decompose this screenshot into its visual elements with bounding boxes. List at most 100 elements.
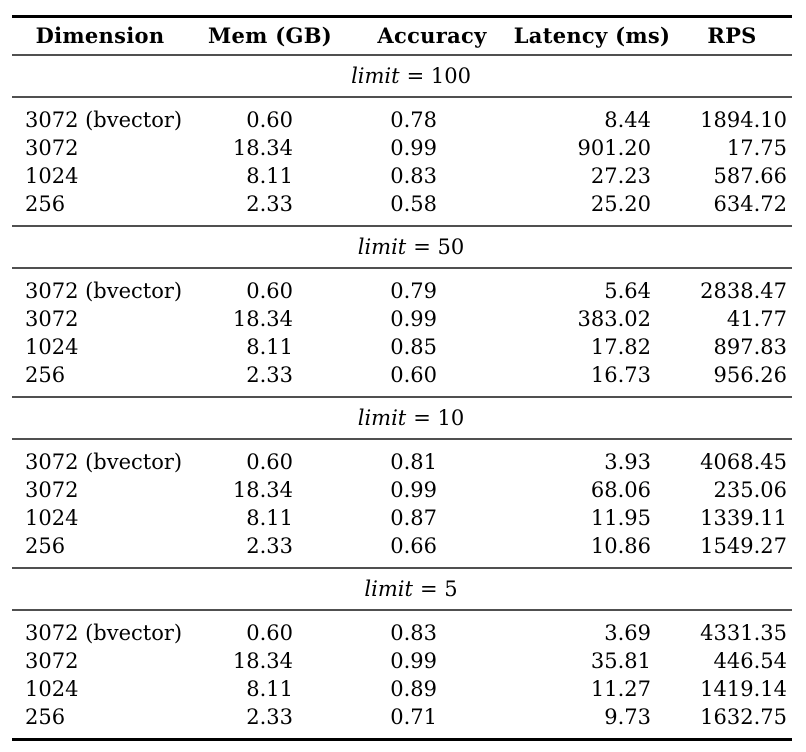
cell-latency-ms: 16.73 bbox=[590, 363, 651, 387]
cell-latency-ms: 27.23 bbox=[590, 164, 651, 188]
table-row: 3072 (bvector) 0.60 0.78 8.44 1894.10 bbox=[12, 106, 792, 134]
cell-accuracy: 0.89 bbox=[390, 677, 437, 701]
column-header-dimension: Dimension bbox=[35, 23, 165, 48]
cell-accuracy: 0.81 bbox=[390, 450, 437, 474]
cell-mem-gb: 0.60 bbox=[246, 108, 293, 132]
cell-rps: 1549.27 bbox=[700, 534, 787, 558]
cell-rps: 956.26 bbox=[713, 363, 787, 387]
cell-latency-ms: 9.73 bbox=[604, 705, 651, 729]
cell-dimension: 3072 (bvector) bbox=[25, 450, 183, 474]
table-row: 3072 18.34 0.99 68.06 235.06 bbox=[12, 476, 792, 504]
cell-accuracy: 0.85 bbox=[390, 335, 437, 359]
cell-latency-ms: 10.86 bbox=[590, 534, 651, 558]
cell-dimension: 3072 bbox=[25, 478, 79, 502]
cell-rps: 4068.45 bbox=[700, 450, 787, 474]
cell-accuracy: 0.99 bbox=[390, 136, 437, 160]
section-rows: 3072 (bvector) 0.60 0.79 5.64 2838.47 3072 18.… bbox=[12, 269, 792, 396]
section-label-rule bbox=[12, 438, 792, 440]
cell-rps: 1632.75 bbox=[700, 705, 787, 729]
cell-rps: 235.06 bbox=[713, 478, 787, 502]
table-row: 256 2.33 0.60 16.73 956.26 bbox=[12, 361, 792, 389]
section-label: limit = 5 bbox=[12, 569, 792, 609]
cell-mem-gb: 8.11 bbox=[246, 335, 293, 359]
header-rule bbox=[12, 54, 792, 56]
section-label-value: = 100 bbox=[406, 64, 471, 88]
section-label-var: limit bbox=[364, 577, 413, 601]
cell-accuracy: 0.71 bbox=[390, 705, 437, 729]
bottom-rule bbox=[12, 738, 792, 741]
cell-latency-ms: 11.95 bbox=[590, 506, 651, 530]
section-rows: 3072 (bvector) 0.60 0.83 3.69 4331.35 3072 18.… bbox=[12, 611, 792, 738]
cell-mem-gb: 18.34 bbox=[232, 307, 293, 331]
cell-dimension: 256 bbox=[25, 363, 66, 387]
table-row: 1024 8.11 0.85 17.82 897.83 bbox=[12, 333, 792, 361]
cell-accuracy: 0.83 bbox=[390, 621, 437, 645]
section-label-value: = 10 bbox=[413, 406, 465, 430]
column-header-accuracy: Accuracy bbox=[377, 23, 487, 48]
section-label-var: limit bbox=[357, 235, 407, 259]
cell-accuracy: 0.60 bbox=[390, 363, 437, 387]
cell-accuracy: 0.79 bbox=[390, 279, 437, 303]
cell-dimension: 3072 (bvector) bbox=[25, 621, 183, 645]
cell-mem-gb: 18.34 bbox=[232, 136, 293, 160]
cell-mem-gb: 8.11 bbox=[246, 506, 293, 530]
cell-dimension: 3072 bbox=[25, 307, 79, 331]
cell-mem-gb: 0.60 bbox=[246, 450, 293, 474]
cell-dimension: 256 bbox=[25, 534, 66, 558]
section-label: limit = 10 bbox=[12, 398, 792, 438]
cell-mem-gb: 0.60 bbox=[246, 621, 293, 645]
cell-accuracy: 0.99 bbox=[390, 649, 437, 673]
cell-dimension: 3072 bbox=[25, 649, 79, 673]
section-label: limit = 100 bbox=[12, 56, 792, 96]
section-label-var: limit bbox=[351, 64, 400, 88]
table-section: limit = 10 3072 (bvector) 0.60 0.81 3.93 4068… bbox=[12, 398, 792, 569]
top-rule bbox=[12, 15, 792, 18]
cell-dimension: 3072 (bvector) bbox=[25, 279, 183, 303]
table-section: limit = 5 3072 (bvector) 0.60 0.83 3.69 4331.… bbox=[12, 569, 792, 741]
section-label-var: limit bbox=[357, 406, 407, 430]
cell-latency-ms: 901.20 bbox=[577, 136, 651, 160]
cell-rps: 897.83 bbox=[713, 335, 787, 359]
section-label-rule bbox=[12, 96, 792, 98]
table-row: 3072 18.34 0.99 901.20 17.75 bbox=[12, 134, 792, 162]
cell-mem-gb: 0.60 bbox=[246, 279, 293, 303]
cell-mem-gb: 8.11 bbox=[246, 164, 293, 188]
table-row: 3072 (bvector) 0.60 0.83 3.69 4331.35 bbox=[12, 619, 792, 647]
cell-mem-gb: 18.34 bbox=[232, 478, 293, 502]
table-row: 256 2.33 0.58 25.20 634.72 bbox=[12, 190, 792, 218]
table-row: 3072 18.34 0.99 383.02 41.77 bbox=[12, 305, 792, 333]
cell-latency-ms: 383.02 bbox=[577, 307, 651, 331]
cell-rps: 4331.35 bbox=[700, 621, 787, 645]
cell-latency-ms: 11.27 bbox=[590, 677, 651, 701]
table-row: 256 2.33 0.71 9.73 1632.75 bbox=[12, 703, 792, 731]
table-row: 1024 8.11 0.89 11.27 1419.14 bbox=[12, 675, 792, 703]
cell-rps: 587.66 bbox=[713, 164, 787, 188]
cell-accuracy: 0.58 bbox=[390, 192, 437, 216]
cell-dimension: 3072 (bvector) bbox=[25, 108, 183, 132]
section-label-value: = 5 bbox=[419, 577, 458, 601]
cell-dimension: 1024 bbox=[25, 677, 79, 701]
cell-rps: 634.72 bbox=[713, 192, 787, 216]
cell-rps: 41.77 bbox=[726, 307, 787, 331]
cell-latency-ms: 68.06 bbox=[590, 478, 651, 502]
section-end-rule bbox=[12, 396, 792, 398]
section-end-rule bbox=[12, 567, 792, 569]
column-header-latency-ms: Latency (ms) bbox=[513, 23, 671, 48]
cell-rps: 1419.14 bbox=[700, 677, 787, 701]
cell-latency-ms: 8.44 bbox=[604, 108, 651, 132]
table-section: limit = 100 3072 (bvector) 0.60 0.78 8.44 189… bbox=[12, 56, 792, 227]
table-row: 3072 (bvector) 0.60 0.81 3.93 4068.45 bbox=[12, 448, 792, 476]
cell-mem-gb: 2.33 bbox=[246, 363, 293, 387]
cell-mem-gb: 2.33 bbox=[246, 705, 293, 729]
cell-mem-gb: 8.11 bbox=[246, 677, 293, 701]
table-header-row: Dimension Mem (GB) Accuracy Latency (ms)… bbox=[12, 18, 792, 54]
table-row: 3072 (bvector) 0.60 0.79 5.64 2838.47 bbox=[12, 277, 792, 305]
cell-rps: 17.75 bbox=[726, 136, 787, 160]
column-header-rps: RPS bbox=[707, 23, 757, 48]
cell-mem-gb: 2.33 bbox=[246, 534, 293, 558]
section-end-rule bbox=[12, 225, 792, 227]
cell-accuracy: 0.99 bbox=[390, 478, 437, 502]
section-rows: 3072 (bvector) 0.60 0.81 3.93 4068.45 3072 18.… bbox=[12, 440, 792, 567]
cell-dimension: 1024 bbox=[25, 164, 79, 188]
table-section: limit = 50 3072 (bvector) 0.60 0.79 5.64 2838… bbox=[12, 227, 792, 398]
